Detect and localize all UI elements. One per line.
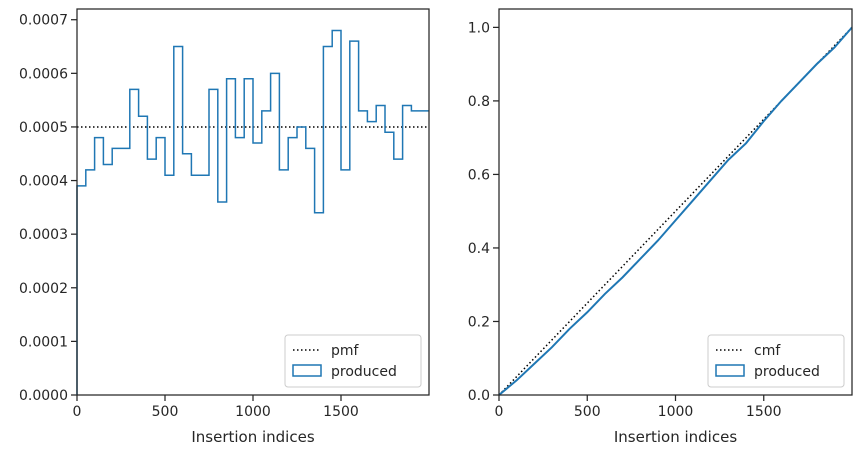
x-tick-label: 1000: [235, 404, 271, 420]
produced-line: [498, 26, 853, 396]
plot-area: [76, 29, 429, 395]
legend-box: [284, 334, 422, 388]
y-tick-label: 0.0003: [19, 227, 68, 243]
x-tick-label: 1000: [658, 404, 694, 420]
y-tick-label: 0.0002: [19, 281, 68, 297]
legend-box: [707, 334, 845, 388]
legend: cmf produced: [707, 334, 845, 388]
y-tick-label: 0.0004: [19, 174, 68, 190]
x-tick-label: 1500: [323, 404, 359, 420]
x-tick-label: 500: [152, 404, 179, 420]
y-tick-label: 0.0006: [19, 66, 68, 82]
y-ticks: 0.0 0.2 0.4 0.6 0.8 1.0: [468, 20, 499, 404]
plot-area: [498, 26, 853, 396]
y-tick-label: 0.0: [468, 388, 490, 404]
x-ticks: 0 500 1000 1500: [495, 395, 782, 420]
legend-produced-swatch: [715, 364, 745, 377]
cmf-panel: 0 500 1000 1500 0.0 0.2 0.4 0.6 0.8 1.0 Insertio…: [468, 8, 853, 446]
x-axis-label: Insertion indices: [191, 428, 314, 446]
legend-produced-label: produced: [331, 364, 397, 380]
legend: pmf produced: [284, 334, 422, 388]
legend-produced-swatch: [292, 364, 322, 377]
axes-frame: [498, 8, 853, 396]
legend-cmf-label: cmf: [754, 343, 781, 359]
axes-frame: [76, 8, 430, 396]
x-tick-label: 0: [73, 404, 82, 420]
pmf-histogram-panel: 0 500 1000 1500 0.00000.00010.00020.00030.0…: [19, 8, 430, 446]
produced-step-line: [76, 29, 429, 395]
y-tick-label: 0.8: [468, 94, 490, 110]
legend-produced-label: produced: [754, 364, 820, 380]
y-tick-label: 0.2: [468, 314, 490, 330]
legend-pmf-label: pmf: [331, 343, 360, 359]
x-axis-label: Insertion indices: [614, 428, 737, 446]
y-tick-label: 0.0000: [19, 388, 68, 404]
y-tick-label: 0.6: [468, 167, 490, 183]
x-ticks: 0 500 1000 1500: [73, 395, 359, 420]
x-tick-label: 1500: [746, 404, 782, 420]
y-tick-label: 1.0: [468, 20, 490, 36]
y-tick-label: 0.0001: [19, 334, 68, 350]
x-tick-label: 0: [495, 404, 504, 420]
y-tick-label: 0.4: [468, 241, 490, 257]
y-ticks: 0.0000 0.0001 0.0002 0.0003 0.0004 0.0005 0.00…: [19, 13, 77, 404]
y-tick-label: 0.0007: [19, 13, 68, 29]
x-tick-label: 500: [574, 404, 601, 420]
y-tick-label: 0.0005: [19, 120, 68, 136]
